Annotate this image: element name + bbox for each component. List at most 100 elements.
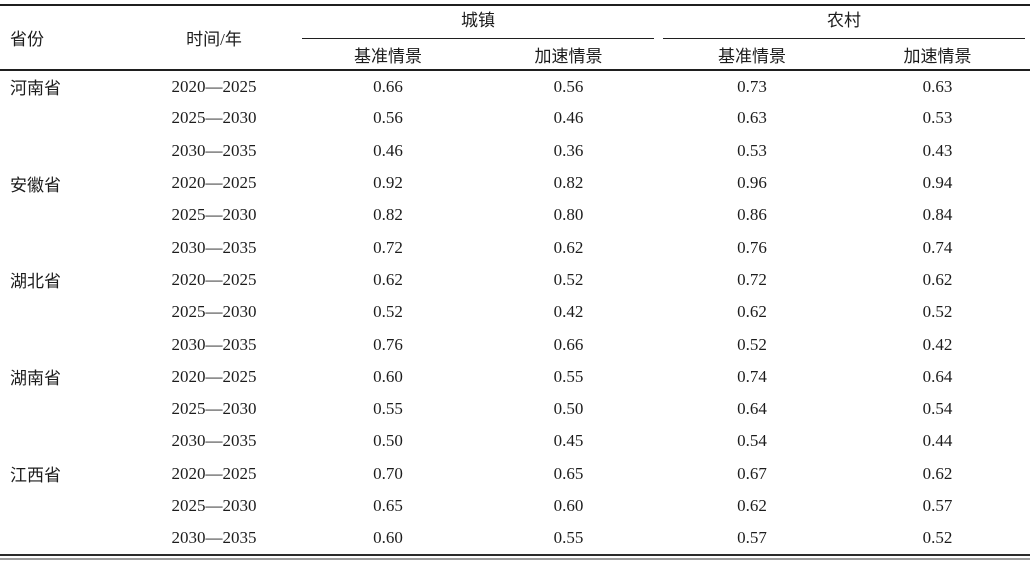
value-urban-accelerated: 0.65 (553, 463, 584, 483)
value-rural-baseline: 0.73 (737, 76, 767, 96)
table-row: 2030—2035 0.60 0.55 0.57 0.52 (0, 522, 1030, 554)
header-urban-baseline: 基准情景 (298, 39, 478, 71)
bottom-rule-dark-line (0, 554, 1030, 557)
value-rural-baseline: 0.62 (737, 496, 767, 515)
table-row: 2030—2035 0.76 0.66 0.52 0.42 (0, 328, 1030, 360)
province-cell (0, 231, 130, 263)
value-urban-accelerated: 0.42 (553, 302, 584, 322)
value-urban-accelerated: 0.62 (553, 237, 584, 257)
period-cell: 2030—2035 (171, 334, 257, 354)
table-row: 2025—2030 0.65 0.60 0.62 0.57 (0, 490, 1030, 522)
value-rural-accelerated: 0.63 (922, 76, 953, 96)
value-rural-baseline: 0.52 (737, 334, 767, 354)
value-rural-accelerated: 0.64 (922, 366, 953, 386)
value-rural-baseline: 0.53 (737, 140, 767, 160)
value-urban-baseline: 0.50 (373, 431, 403, 451)
period-cell: 2020—2025 (171, 463, 257, 483)
value-rural-baseline: 0.86 (737, 205, 767, 225)
header-group-urban-label: 城镇 (302, 6, 654, 39)
period-cell: 2020—2025 (171, 76, 257, 96)
value-urban-accelerated: 0.36 (553, 140, 584, 160)
header-urban-accelerated: 加速情景 (478, 39, 659, 71)
value-urban-accelerated: 0.82 (553, 173, 584, 193)
province-cell (0, 393, 130, 425)
value-rural-accelerated: 0.94 (922, 173, 953, 193)
value-rural-accelerated: 0.44 (922, 431, 953, 451)
province-cell (0, 522, 130, 554)
province-cell (0, 328, 130, 360)
value-rural-accelerated: 0.43 (922, 140, 953, 160)
value-rural-baseline: 0.57 (737, 528, 767, 548)
header-group-urban: 城镇 (298, 5, 659, 39)
table-row: 湖南省 2020—2025 0.60 0.55 0.74 0.64 (0, 361, 1030, 393)
table-row: 河南省 2020—2025 0.66 0.56 0.73 0.63 (0, 70, 1030, 102)
table-row: 2030—2035 0.72 0.62 0.76 0.74 (0, 231, 1030, 263)
value-urban-baseline: 0.52 (373, 302, 403, 322)
province-cell (0, 296, 130, 328)
value-urban-baseline: 0.72 (373, 237, 403, 257)
value-rural-baseline: 0.64 (737, 399, 767, 419)
period-cell: 2025—2030 (171, 108, 257, 128)
province-cell (0, 199, 130, 231)
period-cell: 2030—2035 (171, 528, 257, 548)
table-row: 2025—2030 0.56 0.46 0.63 0.53 (0, 102, 1030, 134)
table-row: 2030—2035 0.46 0.36 0.53 0.43 (0, 135, 1030, 167)
value-rural-accelerated: 0.52 (922, 302, 953, 322)
value-rural-baseline: 0.76 (737, 237, 767, 257)
value-urban-baseline: 0.76 (373, 334, 403, 354)
table-bottom-double-rule (0, 554, 1030, 561)
value-urban-baseline: 0.60 (373, 366, 403, 386)
scenario-table: 省份 时间/年 城镇 农村 基准情景 加速情景 基准情景 加速情景 河南省 20… (0, 4, 1030, 554)
province-cell (0, 102, 130, 134)
period-cell: 2030—2035 (171, 237, 257, 257)
value-urban-accelerated: 0.66 (553, 334, 584, 354)
table-row: 安徽省 2020—2025 0.92 0.82 0.96 0.94 (0, 167, 1030, 199)
value-urban-baseline: 0.60 (373, 528, 403, 548)
value-urban-accelerated: 0.55 (553, 528, 584, 548)
value-rural-accelerated: 0.52 (922, 528, 953, 548)
value-urban-baseline: 0.46 (373, 140, 403, 160)
value-urban-baseline: 0.65 (373, 496, 403, 515)
province-cell: 河南省 (10, 79, 61, 99)
province-cell: 江西省 (10, 466, 61, 486)
value-urban-baseline: 0.70 (373, 463, 403, 483)
value-urban-accelerated: 0.56 (553, 76, 584, 96)
province-cell (0, 135, 130, 167)
table-row: 2025—2030 0.55 0.50 0.64 0.54 (0, 393, 1030, 425)
value-urban-baseline: 0.55 (373, 399, 403, 419)
bottom-rule-light-line (0, 558, 1030, 561)
province-cell (0, 490, 130, 522)
province-cell: 湖南省 (10, 369, 61, 389)
value-rural-accelerated: 0.42 (922, 334, 953, 354)
value-urban-baseline: 0.92 (373, 173, 403, 193)
value-urban-baseline: 0.82 (373, 205, 403, 225)
table-row: 江西省 2020—2025 0.70 0.65 0.67 0.62 (0, 458, 1030, 490)
header-province: 省份 (0, 5, 130, 71)
value-rural-baseline: 0.67 (737, 463, 767, 483)
value-urban-accelerated: 0.50 (553, 399, 584, 419)
value-urban-accelerated: 0.46 (553, 108, 584, 128)
header-group-rural-label: 农村 (663, 6, 1025, 39)
value-rural-baseline: 0.62 (737, 302, 767, 322)
value-urban-baseline: 0.56 (373, 108, 403, 128)
header-group-row: 省份 时间/年 城镇 农村 (0, 5, 1030, 71)
value-rural-baseline: 0.96 (737, 173, 767, 193)
table-body: 河南省 2020—2025 0.66 0.56 0.73 0.63 2025—2… (0, 70, 1030, 554)
period-cell: 2020—2025 (171, 173, 257, 193)
value-rural-baseline: 0.54 (737, 431, 767, 451)
value-urban-accelerated: 0.55 (553, 366, 584, 386)
value-urban-baseline: 0.66 (373, 76, 403, 96)
value-rural-accelerated: 0.54 (922, 399, 953, 419)
period-cell: 2020—2025 (171, 269, 257, 289)
value-rural-accelerated: 0.53 (922, 108, 953, 128)
period-cell: 2025—2030 (171, 399, 257, 419)
period-cell: 2025—2030 (171, 302, 257, 322)
table-header: 省份 时间/年 城镇 农村 基准情景 加速情景 基准情景 加速情景 (0, 5, 1030, 71)
province-cell (0, 425, 130, 457)
header-period: 时间/年 (130, 5, 298, 71)
province-cell: 安徽省 (10, 175, 61, 195)
value-rural-baseline: 0.72 (737, 269, 767, 289)
value-rural-baseline: 0.74 (737, 366, 767, 386)
value-urban-accelerated: 0.80 (553, 205, 584, 225)
table-row: 湖北省 2020—2025 0.62 0.52 0.72 0.62 (0, 264, 1030, 296)
